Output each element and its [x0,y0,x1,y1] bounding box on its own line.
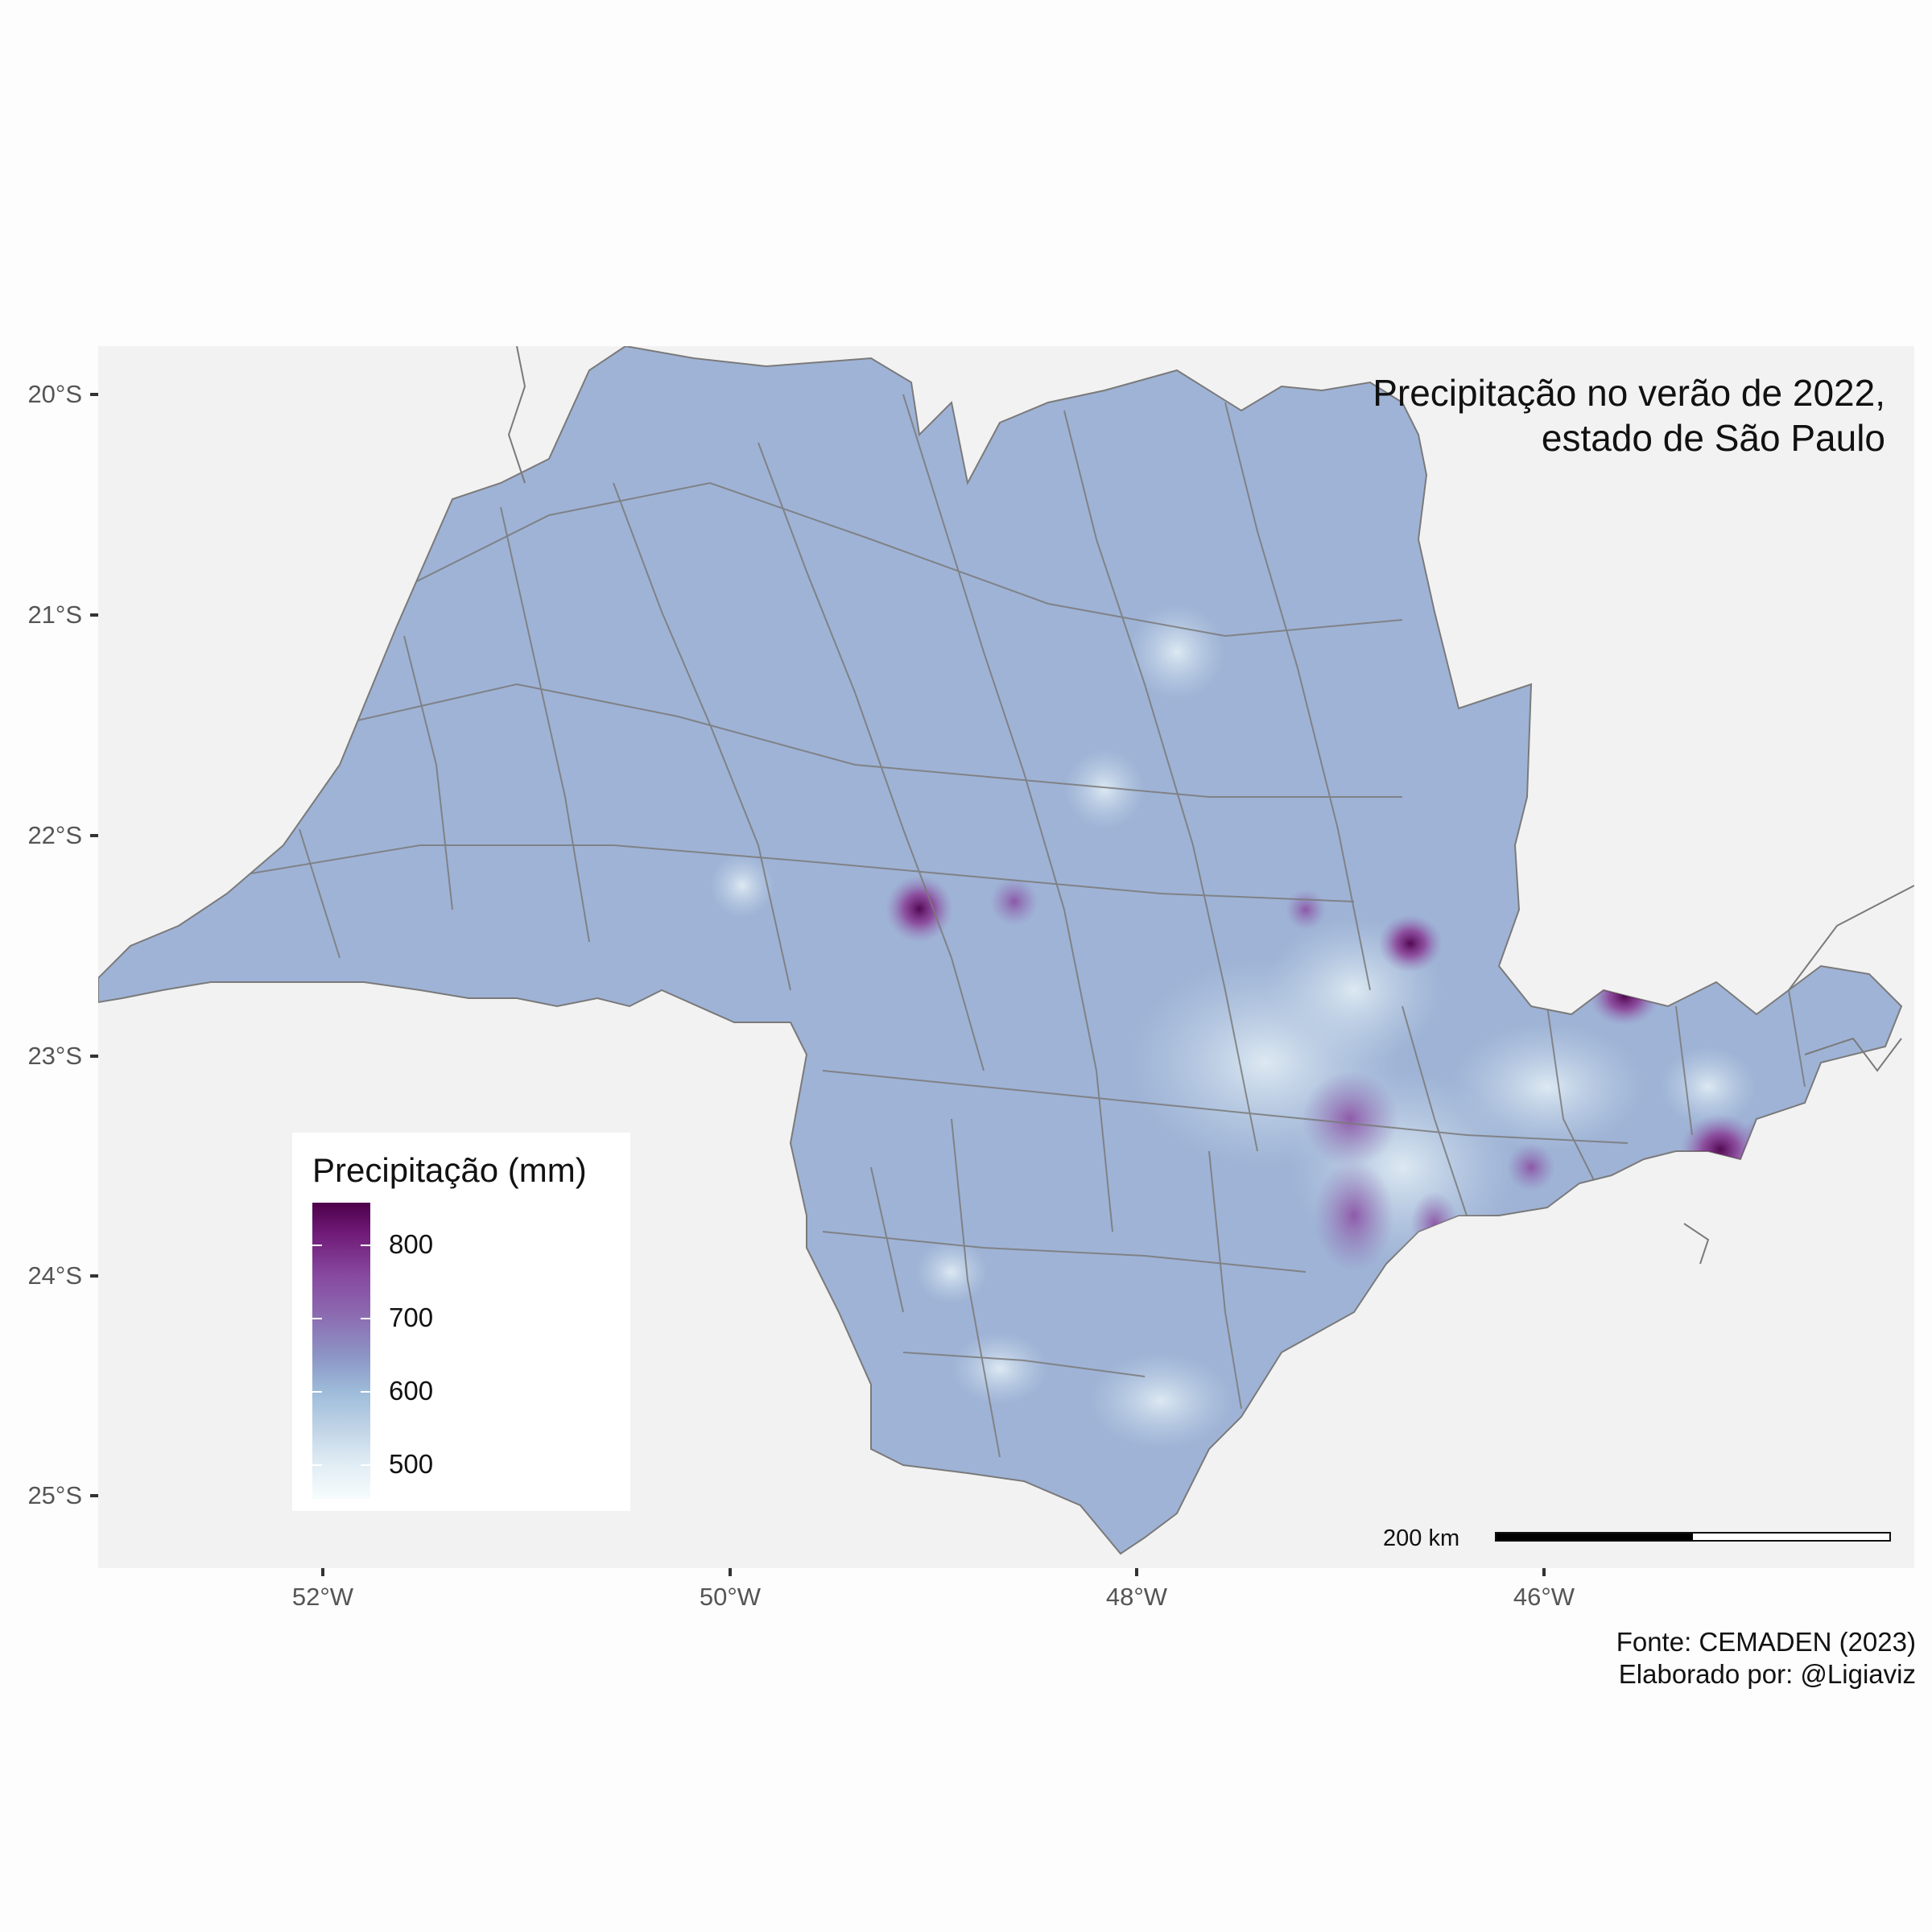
y-tick-25s: 25°S [0,1480,98,1512]
y-tick-24s: 24°S [0,1260,98,1292]
scale-bar [1495,1532,1891,1542]
caption-source: Fonte: CEMADEN (2023) [1616,1627,1916,1657]
caption-author: Elaborado por: @Ligiaviz [1618,1659,1916,1689]
municipal-borders [226,394,1806,1458]
legend-label-500: 500 [389,1449,434,1479]
coastline-islands [1683,1037,1902,1265]
state-area [98,346,1903,1555]
x-tick-52w: 52°W [266,1568,379,1616]
scale-bar-label: 200 km [1383,1525,1460,1551]
x-tick-48w: 48°W [1080,1568,1193,1616]
legend-label-600: 600 [389,1376,434,1406]
map-title: Precipitação no verão de 2022, estado de… [1373,370,1885,460]
precipitation-map [98,346,1914,1555]
neighbor-border-north [507,346,526,484]
neighbor-border [1788,885,1914,991]
legend-label-800: 800 [389,1229,434,1259]
legend: Precipitação (mm) 800 700 600 500 [292,1133,630,1511]
legend-title: Precipitação (mm) [312,1151,587,1189]
y-tick-23s: 23°S [0,1040,98,1072]
y-tick-21s: 21°S [0,599,98,631]
x-tick-46w: 46°W [1488,1568,1600,1616]
x-tick-50w: 50°W [674,1568,786,1616]
y-tick-20s: 20°S [0,378,98,411]
legend-colorbar [312,1203,370,1499]
caption: Fonte: CEMADEN (2023) Elaborado por: @Li… [1616,1626,1916,1690]
map-title-line2: estado de São Paulo [1541,417,1885,459]
map-title-line1: Precipitação no verão de 2022, [1373,372,1885,414]
legend-label-700: 700 [389,1302,434,1332]
y-tick-22s: 22°S [0,819,98,852]
